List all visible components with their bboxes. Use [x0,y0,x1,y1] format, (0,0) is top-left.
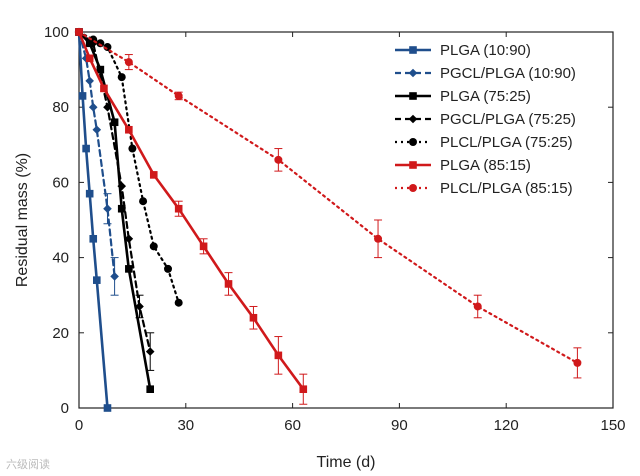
legend-swatch-marker [409,138,417,146]
data-point [124,234,134,244]
x-tick-label: 0 [75,417,83,434]
legend-item: PLGA (75:25) [395,88,531,105]
data-point [125,125,133,134]
data-point [103,404,112,412]
data-point [100,84,108,93]
series-line [77,30,305,391]
y-axis-label: Residual mass (%) [14,153,31,287]
series-layer [74,27,582,412]
y-tick-label: 80 [52,99,69,116]
data-point [78,92,87,100]
data-point [374,234,383,243]
data-point [249,313,258,322]
data-point [96,65,105,74]
data-point [174,204,183,213]
x-tick-label: 90 [391,417,408,434]
x-tick-label: 30 [177,417,194,434]
data-point [117,181,127,191]
series-2 [75,28,154,393]
data-point [149,242,158,251]
data-point [149,171,158,179]
data-point [117,73,126,82]
data-point [174,298,183,307]
data-point [85,54,94,63]
legend-item: PLGA (85:15) [395,157,531,174]
y-tick-label: 40 [52,250,69,267]
data-point [96,39,105,48]
data-point [473,302,482,311]
legend-item: PLCL/PLGA (75:25) [395,134,573,151]
data-point [117,204,126,213]
legend-item: PLGA (10:90) [395,42,531,59]
legend-label: PLCL/PLGA (75:25) [440,134,573,151]
y-tick-label: 20 [52,325,69,342]
legend-item: PGCL/PLGA (10:90) [395,65,576,82]
data-point [85,189,94,198]
data-point [135,302,144,311]
plot-frame [78,31,614,409]
data-point [85,76,94,86]
x-tick-label: 120 [494,417,519,434]
data-point [124,58,133,67]
data-point [128,144,137,153]
legend: PLGA (10:90) PGCL/PLGA (10:90) PLGA (75:25… [395,42,576,197]
data-point [103,204,112,214]
data-point [93,276,101,284]
legend-label: PLGA (10:90) [440,42,531,59]
data-point [139,197,148,206]
data-point [274,155,283,164]
legend-swatch-marker [409,161,417,169]
series-line [77,30,180,304]
data-point [88,102,98,112]
legend-label: PGCL/PLGA (75:25) [440,111,576,128]
legend-label: PLCL/PLGA (85:15) [440,180,573,197]
data-point [125,265,133,273]
x-axis-label: Time (d) [317,454,376,471]
data-point [174,91,183,100]
data-point [145,347,155,356]
legend-label: PLGA (75:25) [440,88,531,105]
data-point [89,235,98,243]
data-point [164,264,172,273]
series-6 [75,28,582,379]
data-point [199,242,208,251]
legend-label: PGCL/PLGA (10:90) [440,65,576,82]
data-point [573,358,582,367]
y-tick-label: 0 [61,400,69,417]
data-point [75,28,83,36]
data-point [82,144,90,153]
legend-item: PGCL/PLGA (75:25) [395,111,576,128]
legend-swatch-marker [409,46,417,54]
x-tick-label: 150 [600,417,625,434]
data-point [110,272,119,281]
watermark: 六级阅读 [6,458,50,471]
legend-swatch-marker [409,92,417,100]
legend-item: PLCL/PLGA (85:15) [395,180,573,197]
axes: 0 30 60 90 120 150 0 20 40 60 80 100 Time (d) Residua… [14,24,626,471]
data-point [274,351,283,360]
legend-label: PLGA (85:15) [440,157,531,174]
legend-swatch-marker [408,114,418,124]
legend-swatch-marker [408,68,418,78]
y-tick-label: 100 [44,24,69,41]
legend-swatch-marker [409,184,417,192]
data-point [92,125,102,135]
data-point [224,280,233,288]
data-point [146,385,154,393]
series-5 [75,28,308,405]
data-point [103,102,112,112]
data-point [110,118,119,127]
y-tick-label: 60 [52,174,69,191]
data-point [299,385,308,393]
x-tick-label: 60 [284,417,301,434]
